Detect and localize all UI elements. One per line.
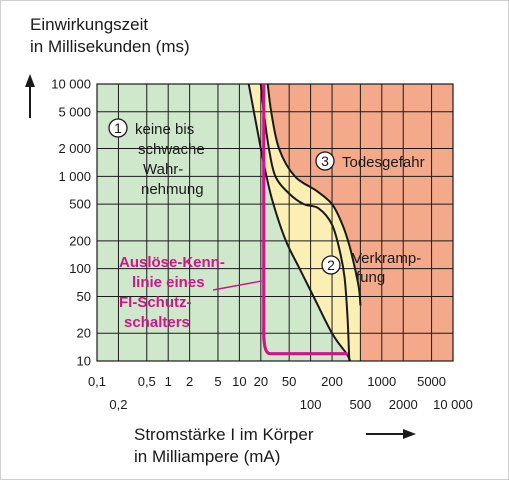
x-tick-label: 200 [321, 374, 343, 389]
y-tick-label: 5 000 [58, 104, 91, 119]
axis-arrows [25, 74, 416, 439]
x-tick-label: 100 [300, 397, 322, 412]
y-axis-title-line: Einwirkungszeit [30, 15, 148, 34]
y-tick-labels: 10 20 50 100 200 500 1 000 2 000 5 000 10 000 [51, 77, 91, 369]
y-tick-label: 10 [77, 354, 91, 369]
annotation-leader-line [212, 280, 262, 291]
region-2-number-circle [321, 255, 341, 275]
rcd-trip-curve [262, 84, 348, 356]
x-tick-label: 20 [254, 374, 268, 389]
y-tick-label: 2 000 [58, 141, 91, 156]
rcd-annotation-line: schalters [124, 314, 190, 331]
rcd-annotation-line: Auslöse-Kenn- [119, 254, 225, 271]
rcd-annotation-line: FI-Schutz- [119, 294, 192, 311]
region-1-number-circle [108, 118, 128, 138]
x-tick-label: 0,1 [88, 374, 106, 389]
x-tick-label: 5 [214, 374, 221, 389]
region-3-text-line: Todesgefahr [342, 154, 425, 171]
x-axis-title-line: in Milliampere (mA) [134, 447, 280, 466]
y-tick-label: 1 000 [58, 169, 91, 184]
region-2-text-line: fung [356, 269, 385, 286]
zone-boundaries [247, 83, 362, 362]
x-tick-label: 2 [186, 374, 193, 389]
region-1-text-line: keine bis [135, 121, 194, 138]
x-tick-label: 500 [350, 397, 372, 412]
x-tick-label: 1 [165, 374, 172, 389]
region-3-number: 3 [321, 153, 329, 169]
boundary-line-b2 [259, 83, 351, 362]
y-tick-label: 200 [69, 233, 91, 248]
region-2-number: 2 [327, 257, 335, 273]
region-labels: 1 keine bis schwache Wahr-nehmung 2 Verkramp-… [108, 118, 425, 286]
x-tick-label: 1000 [367, 374, 396, 389]
y-tick-label: 50 [77, 289, 91, 304]
x-tick-label: 10 000 [433, 397, 473, 412]
boundary-line-b1 [247, 83, 352, 362]
grid [96, 83, 454, 362]
x-tick-label: 50 [282, 374, 296, 389]
x-axis-arrow-head [403, 429, 416, 439]
x-axis-title-line: Stromstärke I im Körper [134, 425, 314, 444]
rcd-annotation-line: linie eines [132, 274, 205, 291]
x-tick-label: 5000 [417, 374, 446, 389]
y-tick-label: 500 [69, 197, 91, 212]
y-axis-title-line: in Millisekunden (ms) [30, 37, 190, 56]
y-tick-label: 10 000 [51, 77, 91, 92]
region-3-number-circle [315, 151, 335, 171]
region-1-text-line: schwache [138, 141, 205, 158]
x-axis-title: Stromstärke I im Körper in Milliampere (m… [134, 425, 314, 466]
x-tick-label: 0,2 [109, 397, 127, 412]
x-tick-label: 10 [232, 374, 246, 389]
x-tick-labels: 0,1 0,5 1 2 5 10 20 50 200 1000 5000 0,2 100 500 2000 1… [88, 374, 473, 412]
y-tick-label: 100 [69, 261, 91, 276]
region-1-text-line: nehmung [141, 181, 204, 198]
plot-border [96, 83, 454, 362]
region-1-text-line: Wahr- [143, 161, 183, 178]
y-tick-label: 20 [77, 326, 91, 341]
x-tick-label: 0,5 [138, 374, 156, 389]
region-1-number: 1 [114, 120, 122, 136]
y-axis-arrow-head [25, 74, 35, 87]
rcd-annotation: Auslöse-Kenn-linie eines FI-Schutz-schalt… [119, 254, 225, 331]
boundary-line-b3 [266, 83, 362, 306]
x-tick-label: 2000 [389, 397, 418, 412]
region-2-text-line: Verkramp- [352, 250, 421, 267]
y-axis-title: Einwirkungszeit in Millisekunden (ms) [30, 15, 190, 56]
